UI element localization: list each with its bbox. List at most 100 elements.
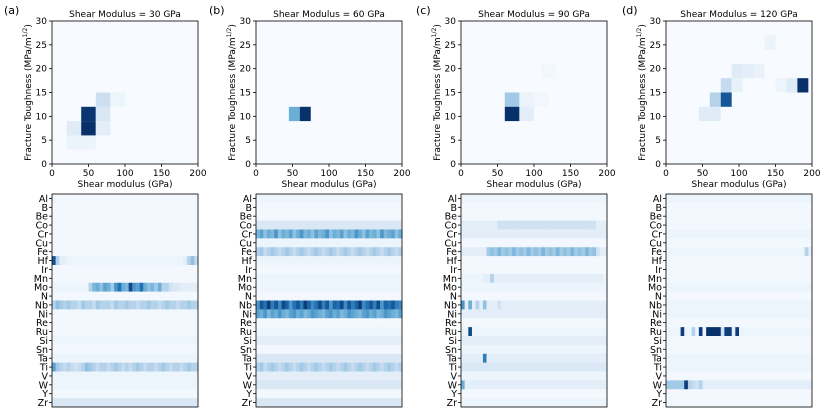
composition-cell	[504, 398, 509, 408]
composition-cell	[274, 300, 279, 310]
composition-cell	[735, 318, 740, 328]
composition-cell	[501, 265, 506, 275]
composition-cell	[128, 309, 133, 319]
composition-cell	[585, 389, 590, 399]
composition-cell	[154, 371, 159, 381]
composition-cell	[764, 398, 769, 408]
composition-cell	[387, 194, 392, 204]
composition-cell	[263, 327, 268, 337]
composition-cell	[720, 389, 725, 399]
composition-cell	[157, 380, 162, 390]
element-label: Mo	[443, 283, 457, 294]
composition-cell	[154, 380, 159, 390]
composition-cell	[581, 194, 586, 204]
composition-cell	[369, 389, 374, 399]
composition-cell	[468, 194, 473, 204]
composition-cell	[369, 194, 374, 204]
composition-cell	[172, 318, 177, 328]
composition-cell	[486, 238, 491, 248]
composition-cell	[358, 398, 363, 408]
composition-cell	[117, 371, 122, 381]
composition-cell	[497, 247, 502, 257]
composition-cell	[92, 398, 97, 408]
composition-cell	[106, 194, 111, 204]
composition-cell	[84, 398, 89, 408]
composition-cell	[277, 256, 282, 266]
composition-cell	[358, 336, 363, 346]
composition-cell	[735, 336, 740, 346]
composition-cell	[768, 211, 773, 221]
composition-cell	[179, 309, 184, 319]
composition-cell	[724, 202, 729, 213]
composition-cell	[95, 291, 100, 301]
composition-cell	[676, 336, 681, 346]
composition-cell	[519, 247, 524, 257]
composition-cell	[270, 398, 275, 408]
composition-cell	[724, 256, 729, 266]
composition-cell	[687, 389, 692, 399]
composition-cell	[486, 380, 491, 390]
composition-cell	[194, 282, 199, 292]
composition-cell	[168, 273, 173, 284]
composition-cell	[793, 265, 798, 275]
composition-cell	[808, 353, 813, 363]
composition-cell	[786, 389, 791, 399]
composition-cell	[176, 318, 181, 328]
composition-cell	[512, 353, 517, 363]
composition-cell	[318, 362, 322, 372]
composition-cell	[70, 291, 75, 301]
composition-cell	[577, 353, 582, 363]
composition-cell	[376, 371, 381, 381]
composition-cell	[512, 202, 517, 213]
composition-cell	[325, 336, 330, 346]
composition-cell	[566, 202, 571, 213]
composition-cell	[55, 247, 60, 257]
composition-cell	[698, 362, 703, 372]
composition-cell	[114, 371, 118, 381]
composition-cell	[537, 256, 542, 266]
composition-cell	[303, 380, 308, 390]
composition-cell	[84, 389, 89, 399]
composition-cell	[541, 353, 546, 363]
composition-cell	[482, 202, 487, 213]
composition-cell	[596, 282, 600, 292]
composition-cell	[114, 398, 118, 408]
composition-cell	[150, 229, 155, 239]
element-label: Ta	[241, 354, 252, 365]
composition-cell	[585, 380, 590, 390]
composition-cell	[161, 229, 166, 239]
composition-cell	[150, 309, 155, 319]
composition-cell	[55, 211, 60, 221]
composition-cell	[739, 300, 743, 310]
composition-cell	[343, 238, 348, 248]
composition-cell	[757, 371, 762, 381]
composition-cell	[165, 291, 170, 301]
composition-cell	[753, 380, 758, 390]
composition-cell	[387, 211, 392, 221]
composition-cell	[793, 229, 798, 239]
composition-cell	[66, 389, 71, 399]
composition-cell	[760, 238, 765, 248]
composition-cell	[99, 300, 104, 310]
composition-cell	[372, 256, 377, 266]
composition-cell	[139, 211, 144, 221]
composition-cell	[599, 282, 604, 292]
composition-cell	[332, 362, 337, 372]
composition-cell	[310, 389, 315, 399]
composition-cell	[70, 238, 75, 248]
composition-cell	[84, 380, 89, 390]
composition-cell	[479, 300, 484, 310]
composition-cell	[779, 344, 784, 355]
composition-cell	[804, 398, 809, 408]
y-axis-label-end: )	[638, 24, 648, 28]
composition-cell	[179, 238, 184, 248]
composition-cell	[143, 362, 148, 372]
composition-cell	[482, 291, 487, 301]
composition-cell	[161, 344, 166, 355]
composition-cell	[471, 398, 476, 408]
composition-cell	[534, 380, 538, 390]
composition-cell	[563, 336, 568, 346]
composition-cell	[555, 380, 560, 390]
composition-cell	[288, 344, 293, 355]
composition-cell	[548, 265, 553, 275]
